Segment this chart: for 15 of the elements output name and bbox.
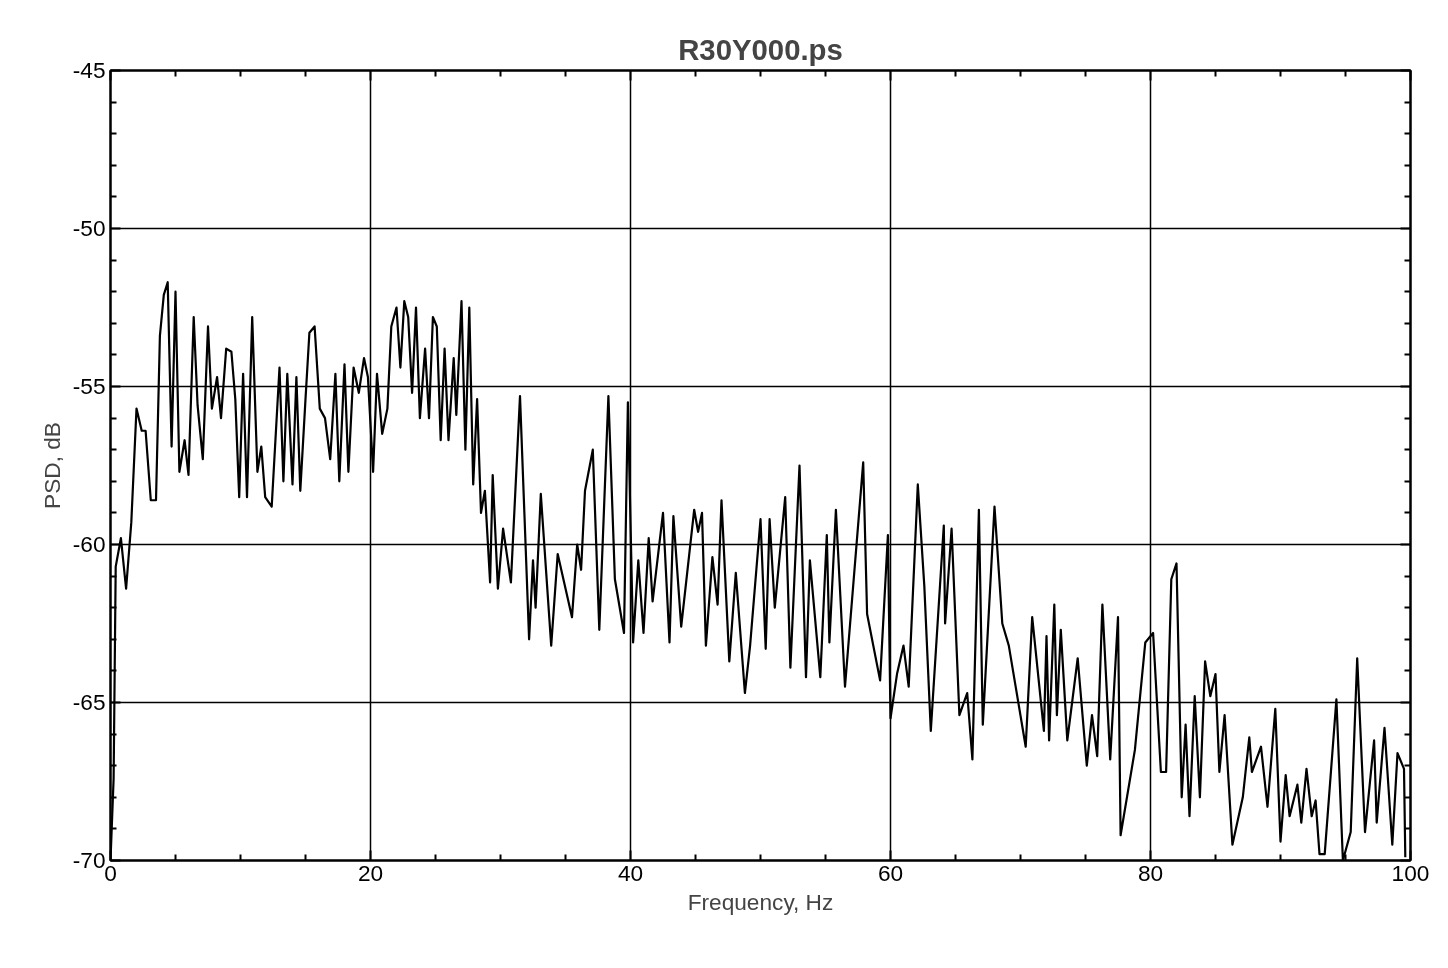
y-tick-label: -50 [72,215,106,241]
x-axis-title: Frequency, Hz [687,888,834,915]
y-axis-title: PSD, dB [38,422,65,509]
chart-title: R30Y000.ps [678,32,843,66]
y-tick-label: -70 [72,847,106,873]
y-tick-label: -60 [72,531,106,557]
y-tick-label: -65 [72,689,106,715]
x-tick-label: 0 [104,859,117,886]
x-tick-label: 40 [617,859,644,886]
x-tick-label: 60 [877,859,904,886]
y-tick-label: -55 [72,373,106,399]
x-tick-label: 100 [1391,859,1430,886]
x-tick-label: 20 [357,859,384,886]
x-tick-label: 80 [1137,859,1164,886]
y-tick-label: -45 [72,57,106,83]
